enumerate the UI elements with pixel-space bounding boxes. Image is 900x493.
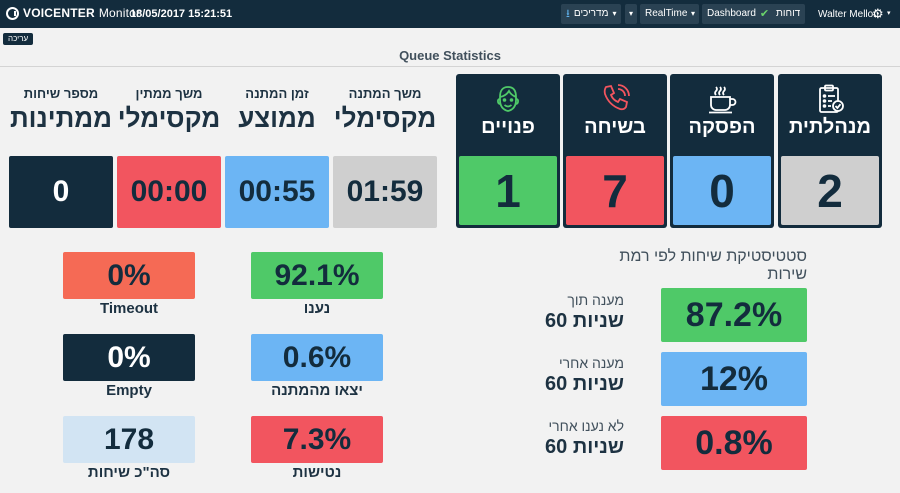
dashboard-button[interactable]: Dashboard ✔ (702, 4, 775, 24)
agent-status-label: פנויים (481, 116, 535, 138)
service-level-label: לא נענו אחרי 60 שניות (494, 418, 624, 459)
realtime-label: RealTime (645, 8, 688, 19)
current-datetime: 18/05/2017 15:21:51 (130, 8, 233, 20)
stat-empty-label: Empty (106, 382, 152, 399)
agent-status-label: מנהלתית (788, 116, 872, 138)
realtime-button[interactable]: RealTime (640, 4, 693, 24)
edit-button[interactable]: עריכה (3, 33, 34, 45)
service-level-label-line1: לא נענו אחרי (548, 418, 624, 434)
dashboard-label: Dashboard (707, 8, 756, 19)
metric-value-avg-wait: 00:55 (225, 156, 329, 228)
agent-status-card-available: פנויים 1 (456, 74, 560, 228)
product-name: Monitor (98, 6, 141, 20)
coffee-icon (670, 82, 774, 116)
agent-status-card-admin: מנהלתית 2 (778, 74, 882, 228)
agent-status-value: 2 (781, 156, 879, 225)
logo[interactable]: VOICENTER Monitor (6, 6, 140, 20)
stat-left-queue-label: יצאו מהמתנה (271, 382, 363, 399)
reports-label: דוחות (776, 8, 801, 19)
stat-abandoned-label: נטישות (292, 464, 342, 481)
service-level-title: סטטיסטיקת שיחות לפי רמת שירות (619, 248, 807, 283)
chevron-down-icon[interactable]: ▾ (887, 10, 891, 17)
metric-header-calls-waiting: מספר שיחות ממתינות (9, 86, 113, 134)
service-level-label: מענה תוך 60 שניות (494, 292, 624, 333)
user-name[interactable]: Walter Mellon (818, 9, 879, 20)
guides-menu-button[interactable]: ⭳ מדריכים ▾ (561, 4, 622, 24)
logo-icon (6, 6, 19, 20)
gear-icon[interactable]: ⚙ (872, 6, 884, 21)
stat-empty-value: 0% (63, 334, 195, 381)
chevron-down-icon: ▾ (691, 9, 696, 18)
chevron-down-icon: ▾ (612, 9, 617, 18)
guides-label: מדריכים (573, 8, 609, 19)
agent-status-label: בשיחה (584, 116, 646, 138)
service-level-value: 12% (661, 352, 807, 406)
metric-label-small: משך ממתין (135, 86, 203, 101)
metric-value-max-waiting-now: 00:00 (117, 156, 221, 228)
metric-header-max-wait: משך המתנה מקסימלי (333, 86, 437, 134)
agent-status-card-break: הפסקה 0 (670, 74, 774, 228)
dashboard-menu-toggle[interactable]: ▾ (687, 4, 700, 24)
top-bar: VOICENTER Monitor 18/05/2017 15:21:51 ⭳ … (0, 0, 900, 28)
metric-label-big: ממוצע (238, 103, 316, 133)
stat-left-queue-value: 0.6% (251, 334, 383, 381)
metric-label-big: ממתינות (10, 103, 112, 133)
metric-label-small: מספר שיחות (23, 86, 99, 101)
service-level-label: מענה אחרי 60 שניות (494, 355, 624, 396)
service-level-label-line2: 60 שניות (545, 436, 624, 458)
agent-status-value: 0 (673, 156, 771, 225)
service-level-value: 0.8% (661, 416, 807, 470)
service-level-label-line1: מענה אחרי (559, 355, 624, 371)
chevron-down-icon: ▾ (629, 9, 634, 18)
stat-answered-label: נענו (303, 300, 331, 317)
stat-total-value: 178 (63, 416, 195, 463)
page-title: Queue Statistics (399, 48, 501, 63)
metric-label-small: זמן המתנה (245, 86, 309, 101)
clipboard-icon (778, 82, 882, 116)
service-level-label-line2: 60 שניות (545, 310, 624, 332)
agent-status-value: 1 (459, 156, 557, 225)
stat-timeout-value: 0% (63, 252, 195, 299)
stat-total-label: סה"כ שיחות (87, 464, 171, 481)
service-level-label-line2: 60 שניות (545, 373, 624, 395)
stat-abandoned-value: 7.3% (251, 416, 383, 463)
agent-status-card-talking: בשיחה 7 (563, 74, 667, 228)
service-level-value: 87.2% (661, 288, 807, 342)
metric-header-avg-wait: זמן המתנה ממוצע (225, 86, 329, 134)
agent-status-label: הפסקה (688, 116, 756, 138)
face-icon (456, 82, 560, 116)
stat-timeout-label: Timeout (99, 300, 159, 317)
stat-answered-value: 92.1% (251, 252, 383, 299)
phone-icon (563, 82, 667, 116)
reports-button[interactable]: דוחות (771, 4, 806, 24)
metric-label-small: משך המתנה (348, 86, 422, 101)
metric-label-big: מקסימלי (333, 103, 437, 133)
check-icon: ✔ (759, 8, 770, 20)
metric-label-big: מקסימלי (117, 103, 221, 133)
divider (0, 66, 900, 67)
agent-status-value: 7 (566, 156, 664, 225)
metric-value-calls-waiting: 0 (9, 156, 113, 228)
metric-header-max-waiting-now: משך ממתין מקסימלי (117, 86, 221, 134)
download-icon: ⭳ (566, 8, 570, 20)
service-level-label-line1: מענה תוך (567, 292, 624, 308)
brand-name: VOICENTER (23, 6, 95, 20)
metric-value-max-wait: 01:59 (333, 156, 437, 228)
realtime-menu-toggle[interactable]: ▾ (625, 4, 638, 24)
